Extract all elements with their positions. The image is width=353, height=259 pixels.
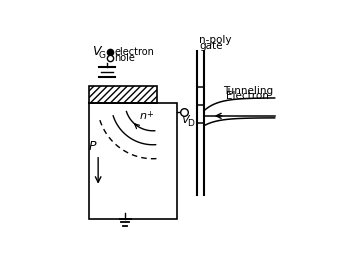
Bar xyxy=(89,86,157,103)
Bar xyxy=(89,103,177,219)
Text: G: G xyxy=(98,51,106,60)
Text: Tunneling: Tunneling xyxy=(223,86,273,96)
Text: n: n xyxy=(140,111,147,121)
Text: D: D xyxy=(187,119,194,128)
Text: V: V xyxy=(92,45,101,57)
Text: Electron: Electron xyxy=(226,91,269,101)
Text: electron: electron xyxy=(114,47,154,57)
Text: P: P xyxy=(88,140,96,153)
Text: +: + xyxy=(146,110,154,119)
Text: gate: gate xyxy=(199,41,223,51)
Text: hole: hole xyxy=(114,53,135,63)
Text: n-poly: n-poly xyxy=(199,35,232,45)
Text: V: V xyxy=(181,115,189,125)
